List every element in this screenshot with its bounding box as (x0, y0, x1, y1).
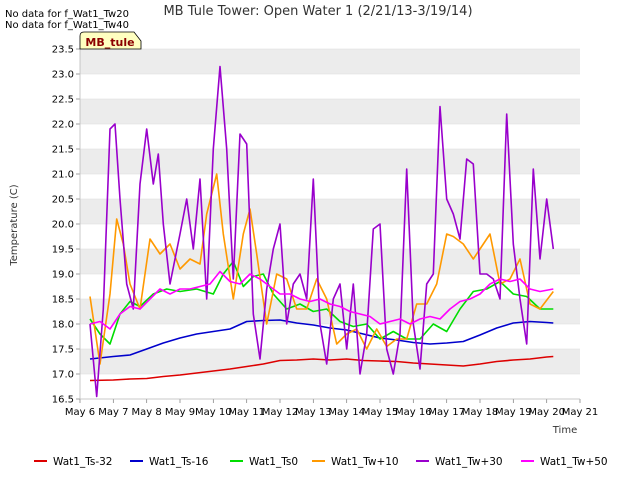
y-tick-label: 16.5 (52, 395, 74, 406)
x-tick-label: May 19 (495, 407, 532, 418)
y-tick-label: 23.0 (52, 70, 74, 81)
x-tick-label: May 16 (395, 407, 432, 418)
chart-title: MB Tule Tower: Open Water 1 (2/21/13-3/1… (163, 4, 472, 19)
x-tick-label: May 10 (195, 407, 232, 418)
y-axis-label: Temperature (C) (9, 184, 20, 266)
x-tick-label: May 14 (328, 407, 365, 418)
badge-label: MB_tule (85, 36, 134, 49)
legend-label-wat1-tw-30: Wat1_Tw+30 (435, 456, 503, 468)
series-line-wat1-tw-30 (89, 65, 555, 398)
y-tick-label: 20.5 (52, 195, 74, 206)
y-tick-label: 21.0 (52, 170, 74, 181)
y-tick-label: 23.5 (52, 45, 74, 56)
x-tick-label: May 7 (98, 407, 128, 418)
legend: Wat1_Ts-32 Wat1_Ts-16 Wat1_Ts0 Wat1_Tw+10 Wa… (34, 456, 608, 468)
legend-label-wat1-tw-10: Wat1_Tw+10 (331, 456, 399, 468)
x-tick-label: May 17 (428, 407, 465, 418)
x-tick-label: May 9 (165, 407, 195, 418)
x-tick-label: May 18 (462, 407, 499, 418)
series-line-wat1-ts-32 (89, 355, 554, 382)
legend-label-wat1-ts-32: Wat1_Ts-32 (53, 456, 113, 468)
series-line-wat1-tw-10 (89, 173, 554, 365)
x-tick-label: May 12 (262, 407, 299, 418)
y-tick-label: 22.5 (52, 95, 74, 106)
x-tick-label: May 20 (528, 407, 565, 418)
x-tick-label: May 6 (65, 407, 95, 418)
plot-area: 16.5 17.0 17.5 18.0 18.5 19.0 19.5 20.0 20.5 21.0… (52, 45, 599, 419)
y-tick-label: 18.0 (52, 320, 74, 331)
badge-shape (79, 31, 142, 50)
no-data-note-2: No data for f_Wat1_Tw40 (5, 20, 129, 31)
x-tick-label: May 21 (562, 407, 599, 418)
y-tick-label: 20.0 (52, 220, 74, 231)
x-tick-label: May 15 (362, 407, 399, 418)
x-tick-label: May 11 (228, 407, 265, 418)
x-axis-label: Time (552, 425, 577, 436)
x-tick-label: May 8 (132, 407, 162, 418)
y-tick-label: 19.0 (52, 270, 74, 281)
x-tick-label: May 13 (295, 407, 332, 418)
y-tick-label: 17.5 (52, 345, 74, 356)
grid-band (80, 199, 580, 224)
series-line-wat1-tw-50 (89, 270, 554, 330)
legend-label-wat1-tw-50: Wat1_Tw+50 (540, 456, 608, 468)
y-tick-label: 21.5 (52, 145, 74, 156)
grid-band (80, 149, 580, 174)
legend-label-wat1-ts0: Wat1_Ts0 (249, 456, 298, 468)
grid-band (80, 49, 580, 74)
y-tick-label: 17.0 (52, 370, 74, 381)
legend-label-wat1-ts-16: Wat1_Ts-16 (149, 456, 209, 468)
station-badge: MB_tule (79, 31, 142, 50)
y-tick-label: 19.5 (52, 245, 74, 256)
y-tick-label: 22.0 (52, 120, 74, 131)
no-data-note-1: No data for f_Wat1_Tw20 (5, 9, 129, 20)
grid-band (80, 99, 580, 124)
y-tick-label: 18.5 (52, 295, 74, 306)
grid-band (80, 249, 580, 274)
